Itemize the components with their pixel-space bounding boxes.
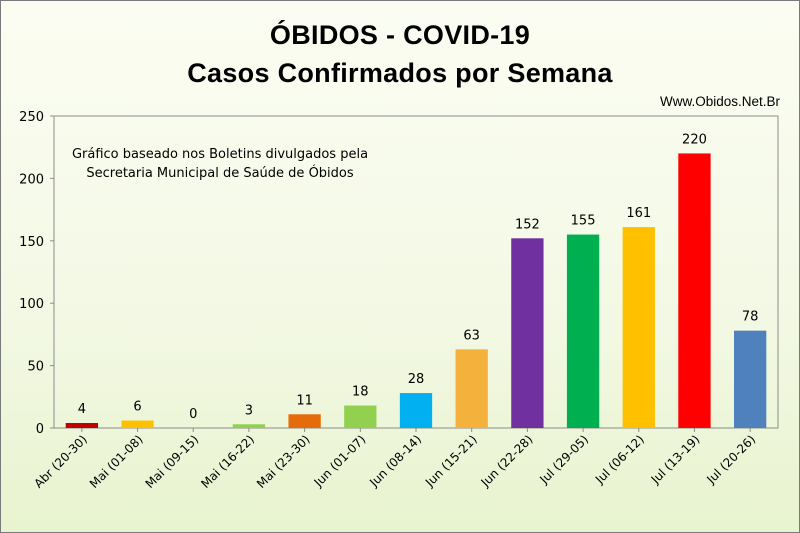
- bar-value-label: 155: [571, 214, 596, 229]
- bar: [622, 227, 655, 428]
- bar: [678, 153, 711, 428]
- y-tick-label: 200: [19, 172, 44, 187]
- bar: [734, 330, 767, 428]
- x-axis: Abr (20-30)Mai (01-08)Mai (09-15)Mai (16…: [31, 428, 758, 491]
- x-tick-label: Mai (09-15): [143, 432, 202, 491]
- chart-subtitle: Casos Confirmados por Semana: [187, 58, 613, 88]
- chart-note: Gráfico baseado nos Boletins divulgados …: [70, 145, 370, 183]
- bar-value-label: 6: [133, 400, 141, 415]
- y-axis: 0 50 100 150 200 250: [19, 110, 54, 437]
- x-tick-label: Jun (08-14): [366, 432, 424, 490]
- x-tick-label: Jun (15-21): [422, 432, 480, 490]
- y-tick-label: 50: [27, 360, 44, 375]
- bar: [344, 405, 377, 428]
- bar-value-label: 78: [742, 310, 759, 325]
- bar-value-label: 63: [463, 328, 480, 343]
- y-tick-label: 250: [19, 110, 44, 125]
- bar: [288, 414, 321, 428]
- bar-value-label: 152: [515, 217, 540, 232]
- x-tick-label: Mai (23-30): [254, 432, 313, 491]
- x-tick-label: Jul (13-19): [648, 432, 703, 487]
- bar-value-label: 18: [352, 385, 369, 400]
- x-tick-label: Jul (29-05): [536, 432, 591, 487]
- bar-value-label: 161: [626, 206, 651, 221]
- bar: [121, 420, 154, 428]
- bar-value-label: 3: [245, 403, 253, 418]
- bar-value-label: 220: [682, 132, 707, 147]
- bar: [455, 349, 488, 428]
- bar: [65, 423, 98, 428]
- x-tick-label: Mai (16-22): [198, 432, 257, 491]
- x-tick-label: Jul (06-12): [592, 432, 647, 487]
- bar-value-label: 11: [296, 393, 313, 408]
- bars: [65, 153, 767, 428]
- bar: [232, 424, 266, 428]
- y-tick-label: 0: [36, 422, 44, 437]
- website-label: Www.Obidos.Net.Br: [659, 94, 780, 109]
- bar-value-label: 0: [189, 407, 197, 422]
- x-tick-label: Jul (20-26): [703, 432, 758, 487]
- bar: [511, 238, 544, 428]
- x-tick-label: Abr (20-30): [31, 432, 90, 491]
- bar: [566, 234, 600, 428]
- chart-title: ÓBIDOS - COVID-19: [269, 20, 531, 50]
- bar: [399, 393, 433, 428]
- bar-value-label: 28: [408, 372, 425, 387]
- value-labels: 4 6 0 3 11 18 28 63 152 155 161 220 78: [78, 132, 759, 422]
- bar-value-label: 4: [78, 402, 86, 417]
- y-tick-label: 100: [19, 297, 44, 312]
- x-tick-label: Jun (22-28): [478, 432, 536, 490]
- chart-note-line-2: Secretaria Municipal de Saúde de Óbidos: [86, 166, 354, 181]
- chart-note-line-1: Gráfico baseado nos Boletins divulgados …: [71, 147, 369, 162]
- y-tick-label: 150: [19, 235, 44, 250]
- x-tick-label: Jun (01-07): [311, 432, 369, 490]
- x-tick-label: Mai (01-08): [87, 432, 146, 491]
